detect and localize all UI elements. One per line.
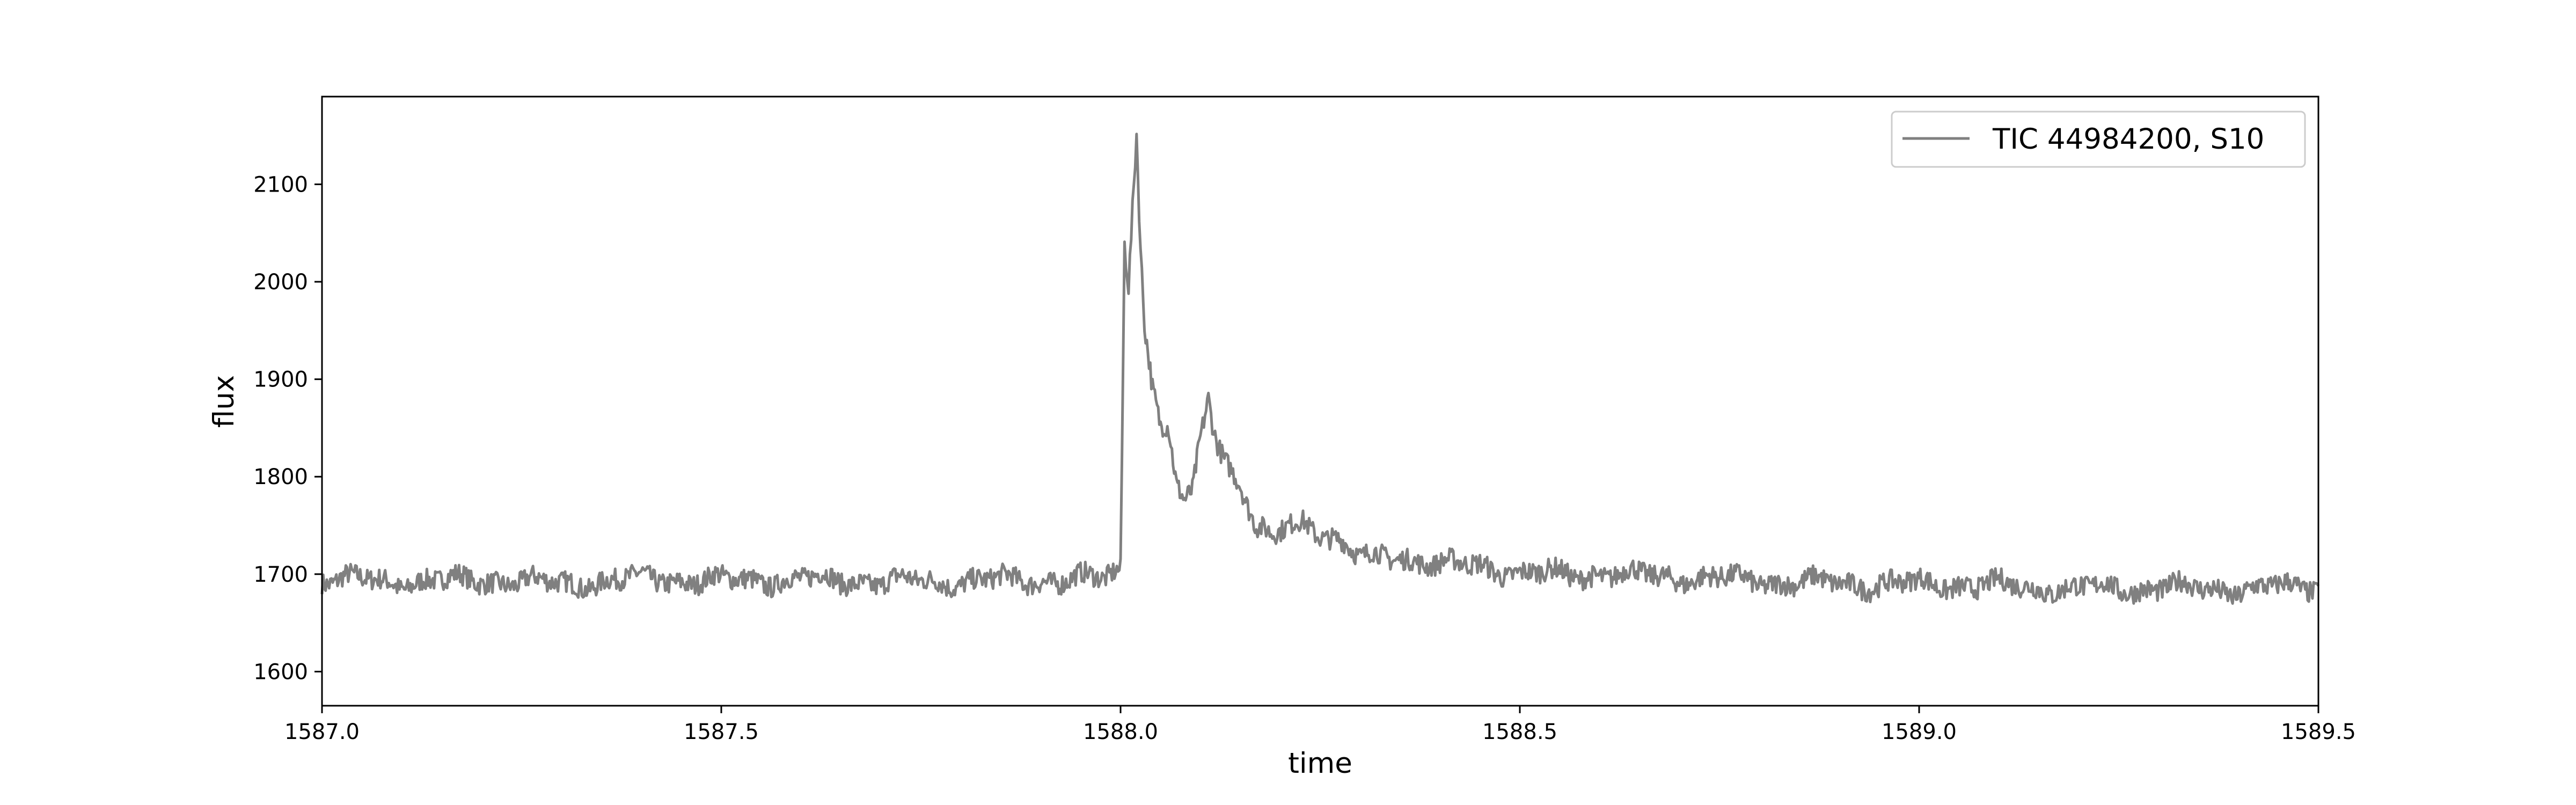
legend-box [1891,111,2306,168]
legend: TIC 44984200, S10 [1891,111,2306,168]
x-axis-label: time [1288,747,1352,780]
y-axis-ticks: 1600 1700 1800 1900 2000 2100 [253,172,322,684]
x-axis-ticks: 1587.0 1587.5 1588.0 1588.5 1589.0 1589.5 [284,706,2356,744]
x-tick-label: 1588.0 [1083,720,1158,744]
y-tick-label: 2100 [253,172,308,197]
x-tick-label: 1589.0 [1882,720,1957,744]
x-tick-label: 1587.0 [284,720,360,744]
legend-label: TIC 44984200, S10 [1992,123,2264,156]
y-tick-label: 1800 [253,465,308,489]
plot-area-frame [321,96,2319,707]
x-tick-label: 1588.5 [1482,720,1557,744]
x-tick-label: 1589.5 [2281,720,2356,744]
x-tick-label: 1587.5 [684,720,759,744]
y-axis-label: flux [208,375,240,428]
y-tick-label: 1900 [253,368,308,392]
y-tick-label: 1600 [253,660,308,684]
y-tick-label: 1700 [253,562,308,587]
y-tick-label: 2000 [253,270,308,295]
series-line-flux [320,133,2320,605]
